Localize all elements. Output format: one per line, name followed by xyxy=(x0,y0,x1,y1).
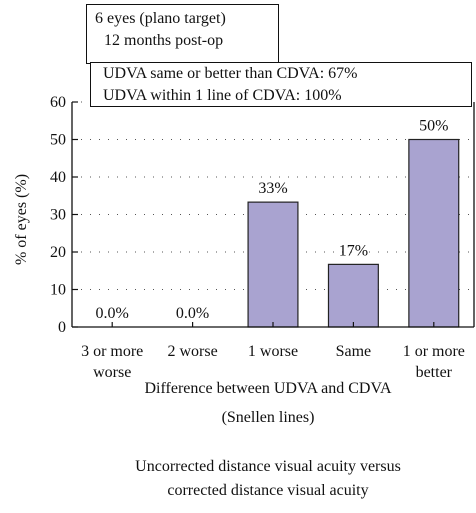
y-tick-label: 60 xyxy=(50,94,66,111)
annotation-line: UDVA same or better than CDVA: 67% xyxy=(103,65,358,82)
chart-title: Uncorrected distance visual acuity versu… xyxy=(60,455,476,503)
annotation-line: 6 eyes (plano target) xyxy=(95,10,226,27)
value-label: 0.0% xyxy=(176,305,209,322)
value-label: 50% xyxy=(419,118,448,135)
y-tick-label: 0 xyxy=(58,319,66,336)
x-axis-label-line: Difference between UDVA and CDVA xyxy=(144,380,392,397)
value-label: 17% xyxy=(339,242,368,259)
annotation-line: 12 months post-op xyxy=(104,32,224,49)
y-tick-label: 20 xyxy=(50,244,66,261)
x-tick-label: Same xyxy=(335,343,372,360)
x-tick-label: 1 worse xyxy=(247,343,299,360)
x-tick-label: 2 worse xyxy=(167,343,218,360)
bar xyxy=(247,201,299,328)
y-tick-label: 10 xyxy=(50,282,66,299)
annotation-box: UDVA same or better than CDVA: 67% UDVA … xyxy=(90,62,472,107)
value-label: 0.0% xyxy=(96,305,129,322)
value-label: 33% xyxy=(258,180,287,197)
bar xyxy=(327,263,379,328)
y-tick-label: 40 xyxy=(50,169,66,186)
bar xyxy=(408,138,460,328)
x-axis-label-line: (Snellen lines) xyxy=(221,409,315,426)
annotation-line: UDVA within 1 line of CDVA: 100% xyxy=(103,87,342,104)
x-axis-label: Difference between UDVA and CDVA (Snelle… xyxy=(60,372,476,430)
chart-title-line: Uncorrected distance visual acuity versu… xyxy=(135,458,401,475)
y-axis-label: % of eyes (%) xyxy=(13,174,30,265)
x-tick-label: 1 or more better xyxy=(402,343,465,381)
y-tick-label: 50 xyxy=(50,132,66,149)
annotation-box: 6 eyes (plano target) 12 months post-op xyxy=(86,4,279,64)
y-tick-label: 30 xyxy=(50,207,66,224)
x-tick-label: 3 or more worse xyxy=(81,343,144,381)
chart-title-line: corrected distance visual acuity xyxy=(167,482,369,499)
